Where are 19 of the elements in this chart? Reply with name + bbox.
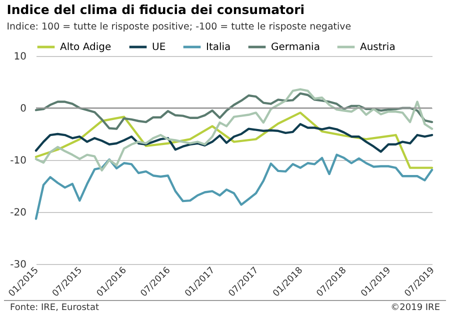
legend-label: Germania xyxy=(271,42,320,53)
y-tick-label: 10 xyxy=(14,52,26,62)
legend-label: Alto Adige xyxy=(60,42,112,53)
chart-subtitle: Indice: 100 = tutte le risposte positive; -100 = tutte le risposte negative xyxy=(6,22,352,32)
source-note: Fonte: IRE, Eurostat xyxy=(10,302,100,315)
y-tick-label: 0 xyxy=(20,104,26,114)
line-series xyxy=(34,92,434,130)
line-series xyxy=(34,88,434,172)
line-series xyxy=(34,123,434,153)
y-tick-label: -20 xyxy=(10,208,26,218)
chart-title: Indice del clima di fiducia dei consumatori xyxy=(6,2,305,17)
y-tick-label: -10 xyxy=(10,156,26,166)
legend-label: Austria xyxy=(360,42,396,53)
legend-label: UE xyxy=(152,42,166,53)
line-series xyxy=(34,154,434,220)
text: ©2019 IRE xyxy=(390,302,440,315)
y-tick-label: -30 xyxy=(10,260,26,270)
legend-label: Italia xyxy=(206,42,231,53)
line-series xyxy=(34,112,434,169)
